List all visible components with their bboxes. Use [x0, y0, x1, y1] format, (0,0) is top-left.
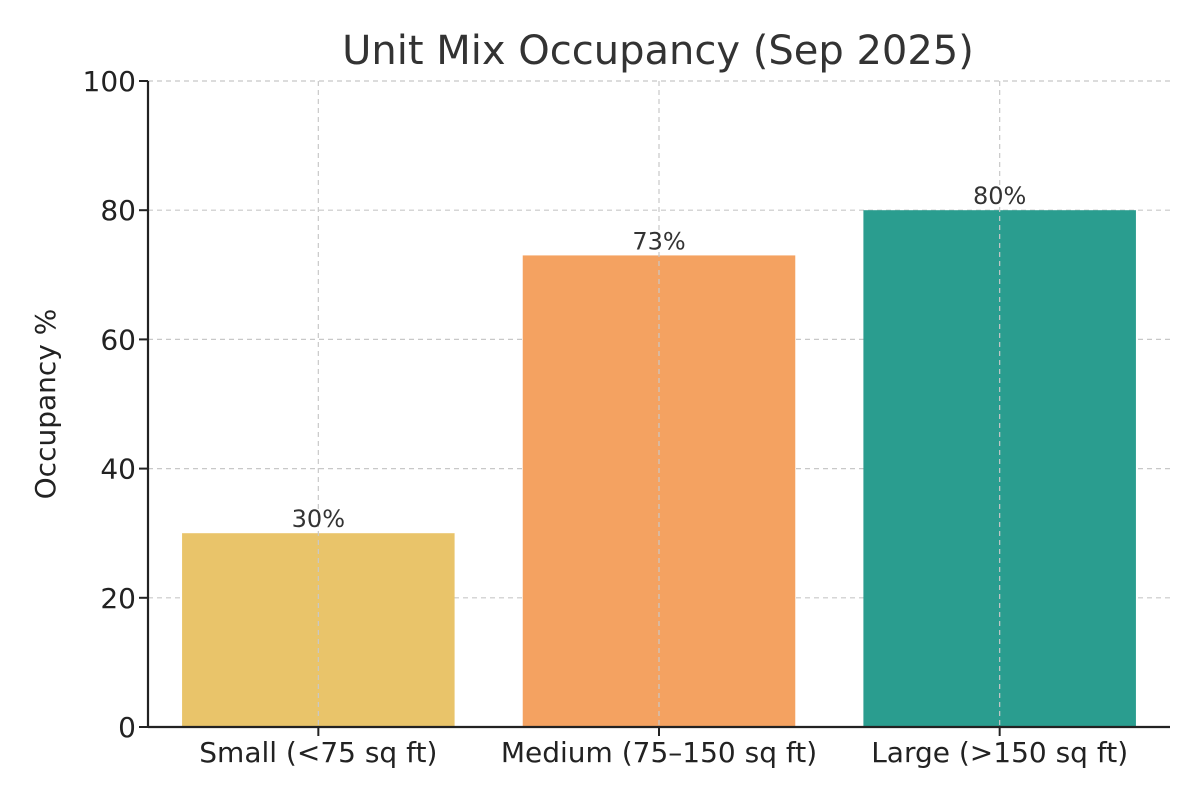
data-label: 30%: [292, 505, 345, 533]
data-label: 73%: [632, 227, 685, 255]
y-axis-label: Occupancy %: [29, 309, 62, 500]
y-tick-label: 80: [100, 194, 136, 227]
y-tick-label: 60: [100, 323, 136, 356]
bars-layer: [182, 81, 1136, 728]
x-tick-label: Medium (75–150 sq ft): [501, 736, 817, 769]
y-tick-label: 0: [118, 711, 136, 744]
x-tick-label: Large (>150 sq ft): [871, 736, 1128, 769]
chart-title: Unit Mix Occupancy (Sep 2025): [342, 28, 974, 74]
labels-layer: 0 20 40 60 80 100 Small (<75 sq ft) 30% Medium (…: [83, 65, 1129, 769]
y-tick-label: 40: [100, 453, 136, 486]
y-tick-label: 20: [100, 582, 136, 615]
data-label: 80%: [973, 182, 1026, 210]
x-tick-label: Small (<75 sq ft): [199, 736, 437, 769]
y-tick-label: 100: [83, 65, 136, 98]
axes-layer: [139, 80, 1170, 736]
